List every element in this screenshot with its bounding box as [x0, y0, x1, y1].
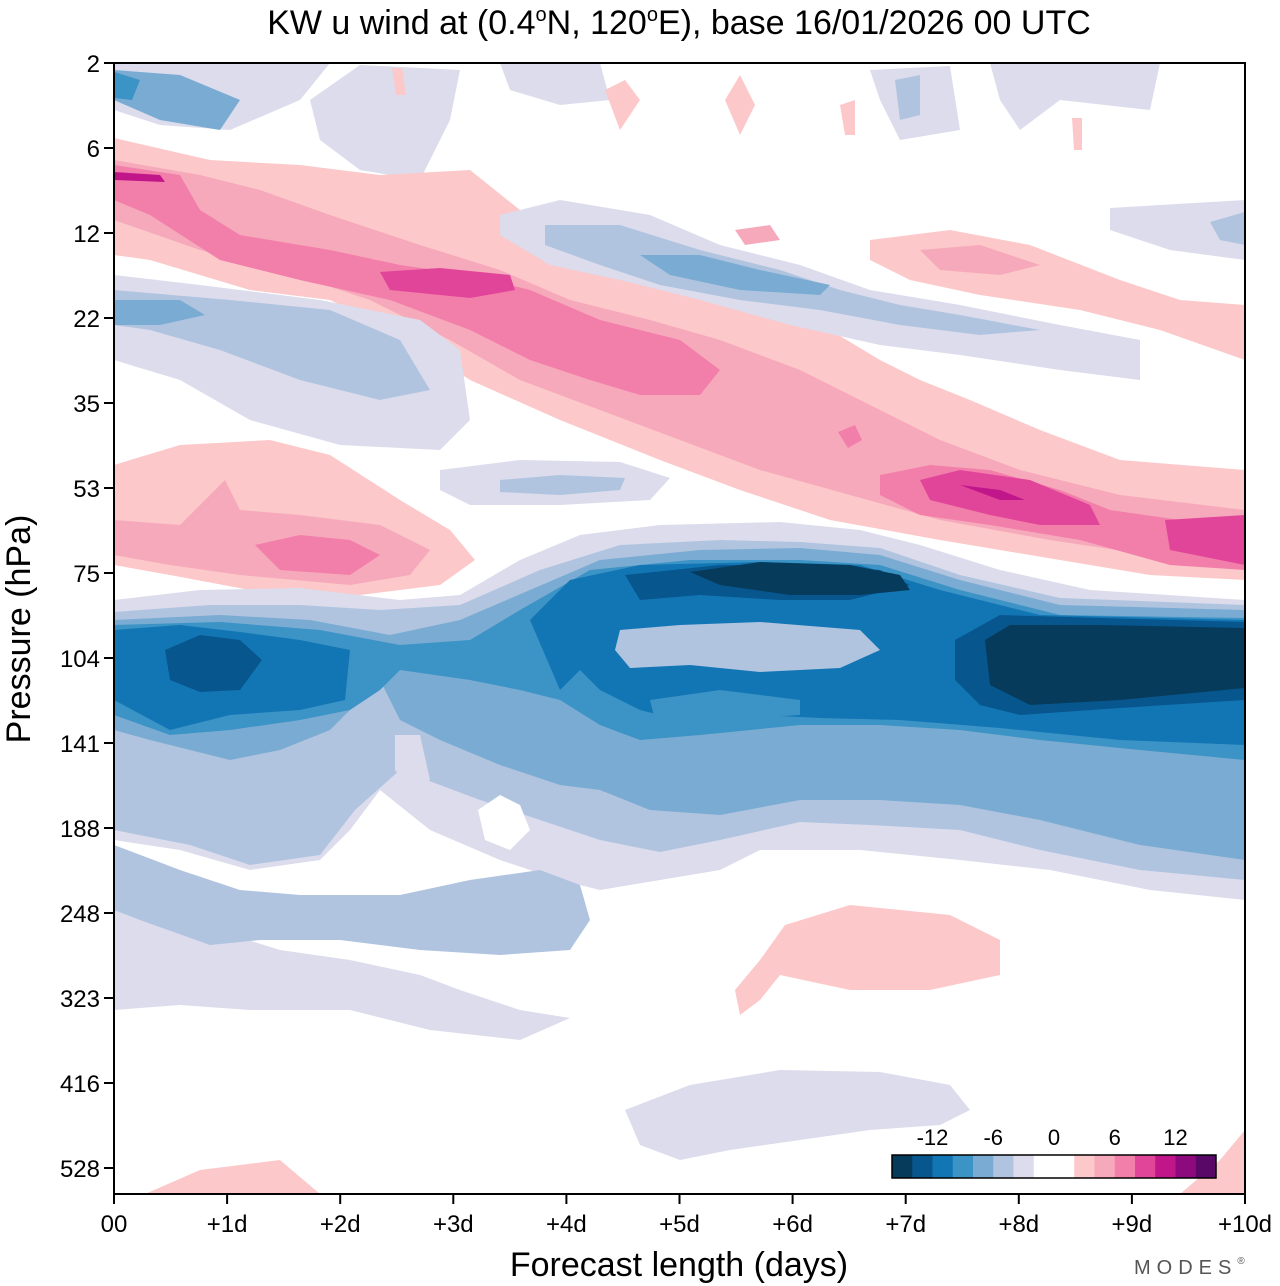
contour-weak-easterly-top3	[500, 63, 610, 105]
colorbar-tick-label: 12	[1163, 1125, 1187, 1150]
contour-easterly-right-12	[1110, 200, 1245, 260]
contour-easterly-top-center	[114, 72, 140, 100]
contour-easterly-top-core	[114, 70, 240, 130]
colorbar: -12 -6 0 6 12	[891, 1125, 1217, 1179]
contour-easterly-top4-core	[895, 75, 920, 120]
x-tick-label: +8d	[998, 1211, 1039, 1238]
contour-easterly-jet-max	[690, 562, 910, 595]
y-tick-label: 6	[87, 136, 100, 163]
x-tick-label: +3d	[433, 1211, 474, 1238]
contour-weak-easterly-416	[625, 1070, 970, 1160]
colorbar-swatch	[1135, 1155, 1156, 1178]
y-tick-label: 12	[73, 221, 100, 248]
x-tick-label: +4d	[546, 1211, 587, 1238]
colorbar-swatch	[1155, 1155, 1176, 1178]
colorbar-tick-label: -12	[917, 1125, 949, 1150]
colorbar-swatch	[1054, 1155, 1075, 1178]
y-tick-label: 75	[73, 561, 100, 588]
contour-weak-easterly-top2	[310, 65, 460, 180]
colorbar-swatch	[1013, 1155, 1035, 1178]
contour-easterly-right-12-inner	[1210, 212, 1245, 245]
contour-westerly-patch1	[735, 225, 780, 245]
contour-weak-hole	[478, 795, 530, 850]
contour-easterly-jet-6	[165, 635, 262, 692]
contour-descending-westerly-core2	[114, 172, 165, 182]
y-tick-label: 2	[87, 51, 100, 78]
colorbar-swatch	[912, 1155, 933, 1178]
y-tick-label: 141	[60, 731, 100, 758]
contour-easterly-53-inner	[500, 475, 625, 495]
contour-field	[114, 63, 1245, 1194]
contour-weak-westerly-248	[735, 905, 1000, 1015]
colorbar-swatch	[1033, 1155, 1055, 1178]
colorbar-swatch	[1074, 1155, 1095, 1178]
contour-easterly-jet-max2	[985, 625, 1245, 705]
contour-weak-westerly-top4	[1072, 118, 1082, 150]
colorbar-frame	[891, 1154, 1217, 1179]
contour-weak-easterly-top5	[990, 63, 1160, 130]
y-axis-label: Pressure (hPa)	[0, 515, 38, 744]
x-tick-label: +7d	[885, 1211, 926, 1238]
y-tick-label: 416	[60, 1071, 100, 1098]
x-tick-label: +5d	[659, 1211, 700, 1238]
contour-easterly-jet-pocket	[615, 622, 880, 672]
chart-title: KW u wind at (0.4oN, 120oE), base 16/01/…	[267, 4, 1091, 42]
contour-weak-westerly-top5	[392, 68, 406, 95]
colorbar-swatch	[952, 1155, 974, 1178]
contour-westerly-patch2-inner	[920, 245, 1040, 275]
contour-weak-westerly-top	[605, 80, 640, 130]
contour-westerly-right-core	[1165, 515, 1245, 565]
y-tick-label: 323	[60, 986, 100, 1013]
colorbar-swatch	[892, 1155, 913, 1178]
contour-weak-westerly-528r	[1180, 1130, 1245, 1194]
y-axis: 2 6 12 22 35 53 75 104 141 188 248 323 416 528	[60, 51, 114, 1183]
contour-easterly-jet-pocket2	[650, 690, 800, 720]
contour-easterly-mid-core	[640, 255, 830, 295]
y-tick-label: 104	[60, 646, 100, 673]
colorbar-tick-label: 6	[1109, 1125, 1121, 1150]
x-tick-label: +10d	[1218, 1211, 1272, 1238]
colorbar-swatch	[993, 1155, 1014, 1178]
contour-weak-hole2	[395, 735, 430, 790]
colorbar-swatch	[1094, 1155, 1116, 1178]
contour-easterly-248	[114, 845, 590, 955]
x-tick-label: +1d	[207, 1211, 248, 1238]
colorbar-swatch	[1114, 1155, 1136, 1178]
contour-easterly-jet-small	[445, 648, 488, 672]
y-tick-label: 528	[60, 1156, 100, 1183]
colorbar-tick-label: 0	[1048, 1125, 1060, 1150]
x-axis: 00 +1d +2d +3d +4d +5d +6d +7d +8d +9d +10d	[101, 1194, 1272, 1238]
contour-weak-westerly-top3	[840, 100, 855, 135]
x-tick-label: +9d	[1112, 1211, 1153, 1238]
x-axis-label: Forecast length (days)	[510, 1246, 848, 1284]
x-tick-label: +2d	[320, 1211, 361, 1238]
colorbar-swatch	[973, 1155, 994, 1178]
contour-westerly-patch3	[838, 425, 862, 448]
contour-westerly-left-lower-core	[255, 535, 380, 575]
x-tick-label: 00	[101, 1211, 128, 1238]
y-tick-label: 35	[73, 391, 100, 418]
colorbar-swatch	[1175, 1155, 1197, 1178]
colorbar-swatch	[1195, 1155, 1217, 1178]
contour-weak-westerly-528	[145, 1160, 320, 1194]
colorbar-swatch	[932, 1155, 954, 1178]
contour-easterly-left-22-core	[114, 300, 205, 325]
modes-logo: MODES®	[1134, 1256, 1245, 1279]
y-tick-label: 248	[60, 901, 100, 928]
x-tick-label: +6d	[772, 1211, 813, 1238]
y-tick-label: 188	[60, 816, 100, 843]
contour-descending-westerly-core	[380, 268, 515, 298]
contour-westerly-mid-band-max	[960, 485, 1025, 500]
y-tick-label: 22	[73, 306, 100, 333]
y-tick-label: 53	[73, 476, 100, 503]
contour-weak-westerly-top2	[725, 75, 755, 135]
colorbar-tick-label: -6	[983, 1125, 1003, 1150]
